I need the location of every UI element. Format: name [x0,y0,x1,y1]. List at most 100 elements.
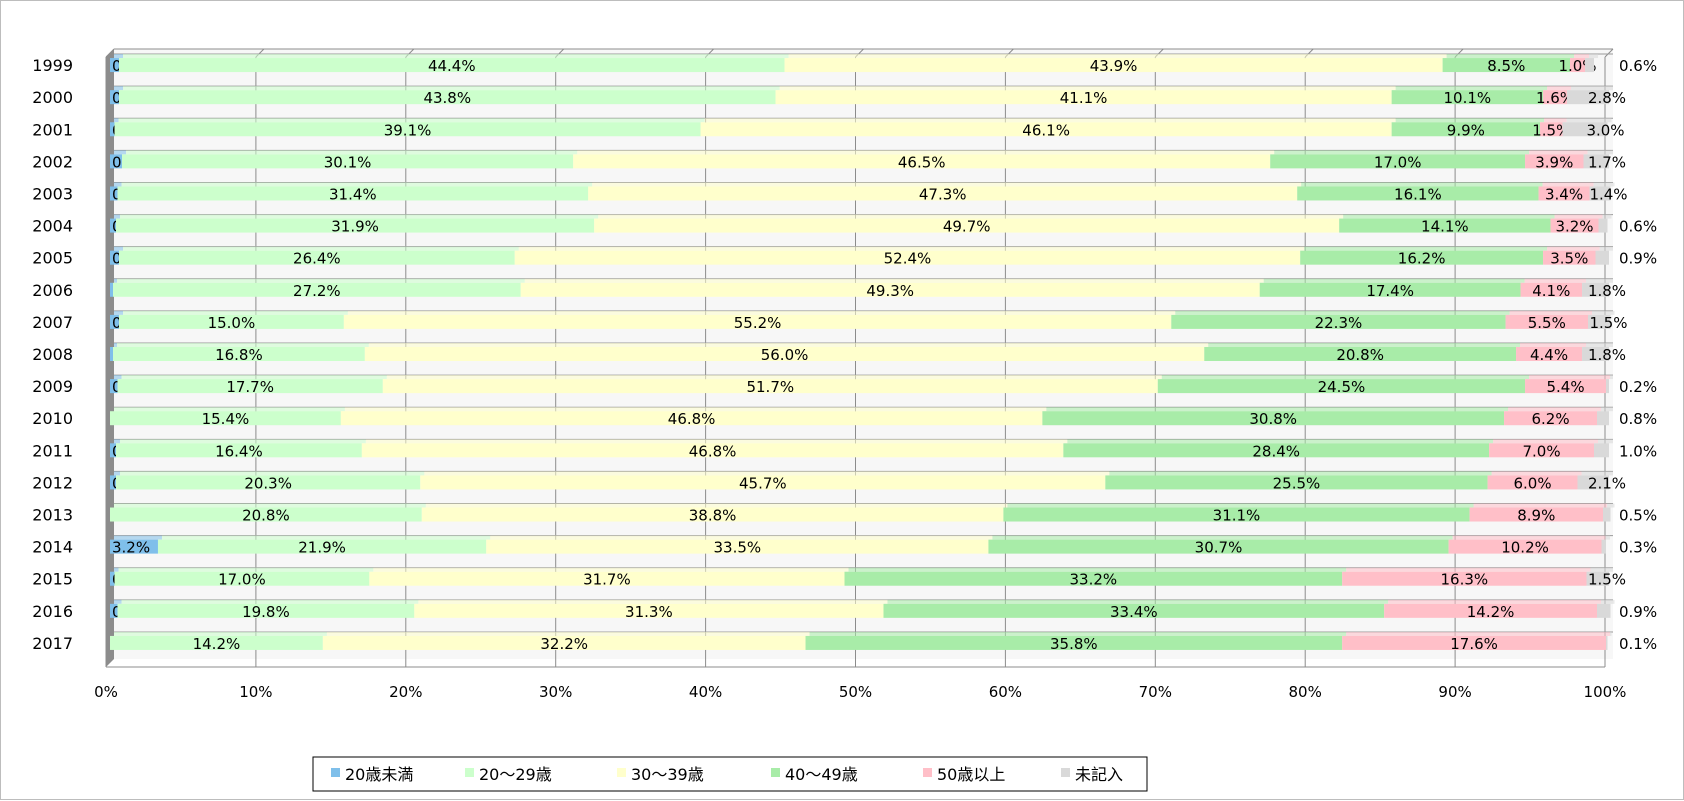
bar-segment [1448,539,1602,554]
bar-segment [110,347,113,361]
bar-segment [573,154,1271,169]
bar-segment-top [592,182,1302,187]
bar-segment [594,218,1340,233]
x-tick-label: 100% [1584,683,1627,701]
data-label: 0.6% [1619,57,1657,75]
bar-segment-top [114,246,123,251]
bar-segment-top [1524,278,1587,283]
data-label: 17.0% [1374,153,1422,171]
legend [312,756,1148,792]
bar-segment-top [114,535,162,540]
bar-segment [110,314,119,329]
bar-segment [1342,571,1587,586]
bar-segment [110,571,115,586]
y-tick-label: 2006 [32,281,73,300]
bar-segment-top [1598,439,1613,444]
bar-segment [121,154,574,169]
legend-swatch [771,768,780,777]
bar-segment-top [114,471,120,476]
bar-segment [805,635,1343,650]
data-label: 15.0% [208,314,256,332]
bar-segment-top [161,535,491,540]
data-label: 25.5% [1273,474,1321,492]
bar-segment-top [1395,86,1548,91]
y-tick-label: 2000 [32,88,73,107]
data-label: 17.7% [226,378,274,396]
data-label: 30.7% [1195,539,1243,557]
bar-segment [520,282,1260,297]
bar-segment [1594,443,1609,458]
y-tick-label: 2003 [32,184,73,203]
bar-segment-top [704,118,1396,123]
bar-segment-top [122,246,519,251]
data-label: 0.2% [1619,378,1657,396]
bar-segment-top [344,407,1047,412]
bar-segment-top [114,310,123,315]
x-tick-label: 40% [689,683,722,701]
data-label: 16.2% [1398,250,1446,268]
x-tick-label: 20% [389,683,422,701]
bar-segment [1105,475,1488,490]
gridline-depth [105,48,115,58]
data-label: 49.7% [943,218,991,236]
bar-segment [420,475,1106,490]
data-label: 39.1% [384,121,432,139]
bar-segment [1270,154,1526,169]
bar-segment [1601,539,1607,554]
bar-segment [117,186,589,201]
data-label: 1.7% [1588,153,1626,171]
bar-segment [1562,122,1608,137]
data-label: 28.4% [1252,442,1300,460]
bar-segment [844,571,1343,586]
bar-segment-top [1586,278,1613,283]
data-label: 1.5% [1588,571,1626,589]
y-tick-label: 2008 [32,345,73,364]
legend-swatch [1061,768,1070,777]
bar-segment-top [116,343,369,347]
bar-segment [1582,347,1609,361]
bar-segment [1487,475,1578,490]
bar-segment-top [347,310,1176,315]
bar-segment [1339,218,1551,233]
bar-segment [1525,379,1607,394]
x-tick-label: 60% [989,683,1022,701]
data-label: 14.2% [1467,603,1515,621]
bar-segment [1504,411,1598,426]
bar-segment [1063,443,1490,458]
bar-segment [700,122,1392,137]
data-label: 45.7% [739,474,787,492]
y-tick-label: 2016 [32,602,73,621]
bar-segment-top [490,535,993,540]
bar-segment [1297,186,1539,201]
data-label: 1.8% [1588,346,1626,364]
data-label: 17.6% [1450,635,1498,653]
bar-segment-top [1610,375,1613,380]
data-label: 31.3% [625,603,673,621]
data-label: 46.8% [689,442,737,460]
bar-segment [1489,443,1595,458]
bar-segment-top [1493,439,1599,444]
bar-segment-top [1586,343,1613,347]
bar-segment [110,379,118,394]
bar-segment-top [1601,599,1615,604]
bar-segment-top [887,599,1389,604]
bar-segment [1505,314,1589,329]
data-label: 3.4% [1545,185,1583,203]
bar-segment-top [1473,503,1608,508]
legend-label: 20～29歳 [479,765,552,784]
bar-segment-top [1547,246,1600,251]
bar-segment-top [1602,214,1612,219]
bar-segment [1567,90,1609,105]
bar-segment-top [1592,310,1615,315]
bar-segment [1606,635,1608,650]
bar-segment [364,347,1205,361]
data-label: 3.9% [1535,153,1573,171]
bar-segment-top [1574,54,1590,59]
data-label: 6.0% [1513,474,1551,492]
bar-segment-top [114,631,327,636]
data-label: 24.5% [1318,378,1366,396]
legend-label: 40～49歳 [785,765,858,784]
gridline-depth [1604,48,1614,58]
bar-segment-top [788,54,1447,59]
